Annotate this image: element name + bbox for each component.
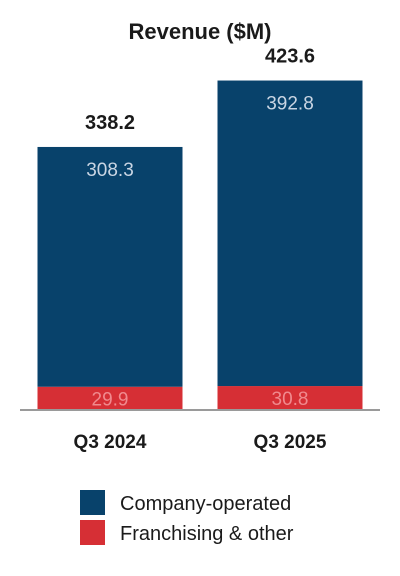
category-labels-group: Q3 2024 Q3 2025 xyxy=(74,432,327,453)
value-label-company-operated-q3-2024: 308.3 xyxy=(86,160,134,181)
value-label-company-operated-q3-2025: 392.8 xyxy=(266,94,314,115)
bars-group xyxy=(37,80,363,410)
value-label-franchising-and-other-q3-2025: 30.8 xyxy=(272,389,309,410)
legend: Company-operated Franchising & other xyxy=(80,490,294,545)
category-label-q3-2024: Q3 2024 xyxy=(74,432,147,453)
bar-franchising-and-other-q3-2024 xyxy=(37,386,183,410)
category-label-q3-2025: Q3 2025 xyxy=(254,432,327,453)
bar-company-operated-q3-2025 xyxy=(217,80,363,387)
bar-company-operated-q3-2024 xyxy=(37,146,183,387)
legend-swatch-company-operated xyxy=(80,490,105,515)
legend-label-company-operated: Company-operated xyxy=(120,493,291,515)
total-label-q3-2025: 423.6 xyxy=(265,46,315,68)
legend-label-franchising-and-other: Franchising & other xyxy=(120,523,294,545)
value-labels-group: 29.9 308.3 338.2 30.8 392.8 423.6 xyxy=(85,46,315,411)
legend-swatch-franchising-and-other xyxy=(80,520,105,545)
bar-franchising-and-other-q3-2025 xyxy=(217,386,363,410)
chart-title: Revenue ($M) xyxy=(128,19,271,44)
total-label-q3-2024: 338.2 xyxy=(85,112,135,134)
value-label-franchising-and-other-q3-2024: 29.9 xyxy=(92,389,129,410)
